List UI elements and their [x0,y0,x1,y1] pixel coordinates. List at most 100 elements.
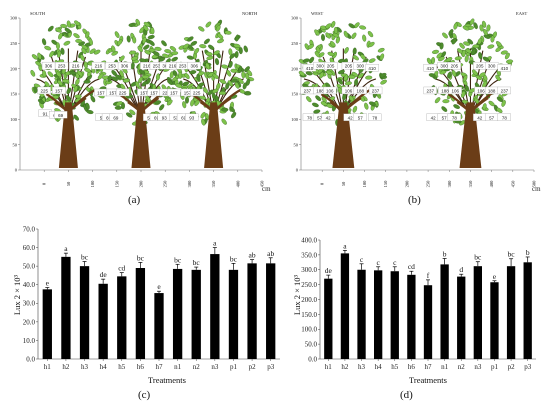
leaf-icon [448,29,454,36]
y-tick-label: 350.0 [301,251,317,259]
y-tick-label: 60.0 [23,244,36,252]
leaf-icon [186,55,194,60]
lux-label: 237 [426,89,434,94]
panel-c-xlabel: Treatments [148,375,186,385]
x-tick-label: 200 [404,180,409,188]
lux-label: 225 [162,91,170,96]
x-tick-label: h5 [118,363,126,371]
panel-a-xlabel: cm [262,185,271,193]
panel-c: 0.0 10.0 20.0 30.0 40.0 50.0 60.0 70.0 e h1 a h2 bc h… [12,225,280,401]
panel-c-label: (c) [138,389,151,401]
leaf-icon [143,44,150,50]
leaf-icon [142,74,150,79]
tree [298,21,388,168]
lux-label: 42 [326,115,332,120]
x-tick-label: h3 [81,363,89,371]
lux-label: 300 [357,64,365,69]
leaf-icon [231,111,237,119]
bar [440,264,449,359]
leaf-icon [215,24,221,32]
lux-label: 253 [153,64,161,69]
leaf-icon [305,71,313,76]
leaf-icon [306,96,312,103]
leaf-icon [242,82,247,90]
lux-label-box [115,88,130,97]
leaf-icon [37,98,45,105]
leaf-icon [463,41,471,46]
leaf-icon [320,101,328,106]
x-tick-label: 450 [510,180,515,188]
panel-d-xlabel: Treatments [409,375,447,385]
leaf-icon [143,21,151,27]
x-tick-label: h7 [425,363,433,371]
lux-label: 410 [306,66,314,71]
y-tick-label: 200 [10,66,18,71]
y-tick-label: 250 [291,41,299,46]
lux-label-box [368,86,383,95]
leaf-icon [74,20,81,26]
lux-label: 188 [316,89,324,94]
leaf-icon [325,23,332,29]
leaf-icon [478,52,483,60]
leaf-icon [93,49,101,55]
leaf-icon [132,36,137,44]
leaf-icon [368,41,375,48]
leaf-icon [352,105,358,113]
leaf-icon [182,43,189,49]
leaf-icon [332,32,340,38]
bar [374,270,383,359]
significance-label: b [443,249,447,258]
lux-label: 205 [327,64,335,69]
leaf-icon [208,44,215,50]
leaf-icon [367,31,374,38]
leaf-icon [37,52,42,60]
leaf-icon [47,71,54,78]
leaf-icon [55,71,62,78]
x-tick-label: h6 [408,363,416,371]
lux-label: 57 [442,115,448,120]
significance-label: bc [474,253,482,262]
leaf-icon [148,40,155,46]
significance-label: de [100,270,108,279]
panel-d-ylabel: Lux 2 × 10³ [292,274,302,315]
lux-label: 188 [441,89,449,94]
leaf-icon [73,114,79,121]
leaf-icon [243,45,248,53]
significance-label: c [360,255,364,264]
lux-label: 306 [45,64,53,69]
lux-label-box [187,61,201,70]
lux-label: 57 [358,115,364,120]
leaf-icon [138,69,146,75]
lux-label: 225 [119,91,127,96]
leaf-icon [459,42,465,49]
leaf-icon [343,74,349,82]
lux-label: 93 [162,115,168,120]
leaf-icon [325,32,331,39]
leaf-icon [121,102,125,110]
significance-label: a [343,241,347,250]
leaf-icon [495,41,502,47]
significance-label: bc [193,258,201,267]
leaf-icon [312,102,319,108]
significance-label: a [213,239,217,248]
lux-label: 300 [488,64,496,69]
lux-label: 300 [316,64,324,69]
leaf-icon [161,40,167,47]
leaf-icon [352,55,359,61]
lux-label-box [54,111,68,119]
y-tick-label: 150.0 [301,311,317,319]
lux-label-box [323,86,337,95]
leaf-icon [62,78,70,83]
leaf-icon [212,73,219,79]
leaf-icon [451,37,457,45]
lux-label-box [368,113,382,121]
bar [98,283,108,359]
y-tick-label: 0 [296,168,299,173]
y-tick-label: 30.0 [23,300,36,308]
lux-label: 93 [189,115,195,120]
leaf-icon [233,43,241,48]
lux-label-box [185,113,199,121]
leaf-icon [462,25,470,31]
leaf-icon [42,70,47,78]
y-tick-label: 300.0 [301,266,317,274]
